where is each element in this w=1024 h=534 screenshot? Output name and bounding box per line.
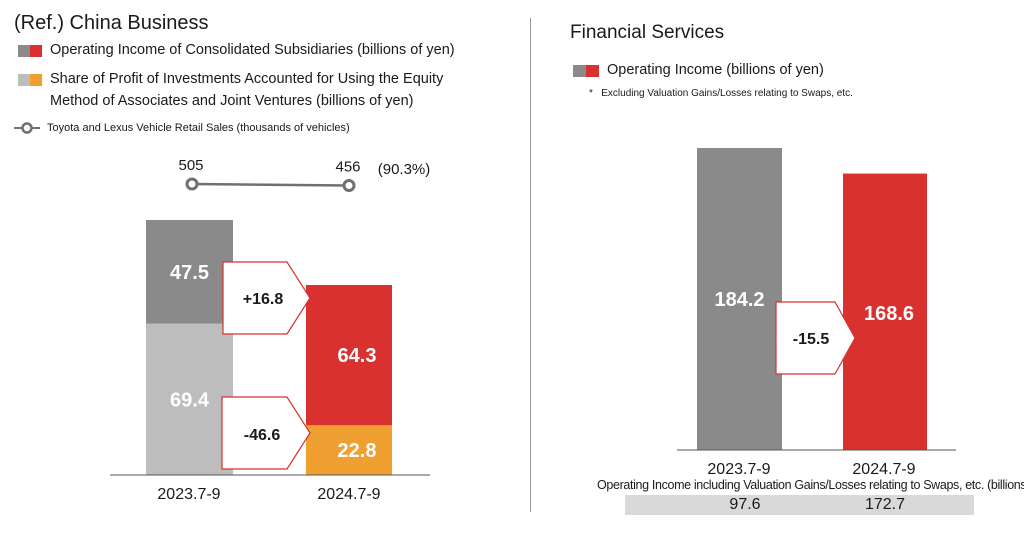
legend-line-marker-icon <box>14 122 40 134</box>
retail-sales-line <box>191 182 350 187</box>
legend-swatch-gray-red <box>573 65 599 77</box>
retail-sales-point-2023 <box>185 177 199 191</box>
label-2024-equity: 22.8 <box>338 440 377 462</box>
x-tick-2023: 2023.7-9 <box>707 461 770 478</box>
swap-inclusive-values-row <box>625 495 974 515</box>
x-tick-2023: 2023.7-9 <box>157 486 220 503</box>
bar-2024-equity <box>306 425 392 475</box>
legend-consolidated-subsidiaries: Operating Income of Consolidated Subsidi… <box>18 42 455 58</box>
bar-2024-financial <box>843 173 927 451</box>
change-label-equity: -46.6 <box>244 427 281 444</box>
label-2024-subsidiaries: 64.3 <box>338 345 377 367</box>
retail-sales-label-2024: 456 <box>335 158 360 175</box>
change-label-subsidiaries: +16.8 <box>243 291 284 308</box>
swap-inclusive-value-2024: 172.7 <box>864 496 906 513</box>
x-tick-2024: 2024.7-9 <box>852 461 915 478</box>
label-2023-equity: 69.4 <box>170 389 210 411</box>
bar-2023-financial <box>697 148 782 450</box>
label-2024-financial: 168.6 <box>864 303 914 325</box>
change-arrow-subsidiaries <box>222 261 311 335</box>
swap-note: * Excluding Valuation Gains/Losses relat… <box>589 88 853 99</box>
legend-retail-sales: Toyota and Lexus Vehicle Retail Sales (t… <box>14 122 350 134</box>
legend-swatch-gray-red <box>18 45 42 57</box>
note-bullet: * <box>589 88 593 99</box>
legend-label: Toyota and Lexus Vehicle Retail Sales (t… <box>47 122 350 134</box>
bar-2024-subsidiaries <box>306 285 392 426</box>
legend-swatch-lightgray-orange <box>18 74 42 86</box>
financial-services-title: Financial Services <box>570 22 725 43</box>
financial-services-chart: 184.2 168.6 -15.5 2023.7-9 2024.7-9 <box>677 148 956 478</box>
legend-label-line2: Method of Associates and Joint Ventures … <box>50 93 414 109</box>
legend-label: Share of Profit of Investments Accounted… <box>50 71 444 87</box>
china-business-chart: 505 456 (90.3%) 69.4 47.5 22.8 64.3 +16.… <box>110 157 431 503</box>
change-arrow-equity <box>221 396 311 470</box>
swap-inclusive-value-2023: 97.6 <box>729 496 761 513</box>
legend-label: Operating Income of Consolidated Subsidi… <box>50 42 455 58</box>
x-tick-2024: 2024.7-9 <box>317 486 380 503</box>
change-arrow-financial <box>775 301 856 375</box>
retail-sales-point-2024 <box>342 178 356 192</box>
label-2023-financial: 184.2 <box>714 289 764 311</box>
label-2023-subsidiaries: 47.5 <box>170 262 209 284</box>
legend-equity-method: Share of Profit of Investments Accounted… <box>18 71 443 112</box>
note-text: Excluding Valuation Gains/Losses relatin… <box>601 88 853 99</box>
swap-inclusive-label: Operating Income including Valuation Gai… <box>597 478 1024 492</box>
china-business-title: (Ref.) China Business <box>14 12 209 34</box>
bar-2023-equity <box>146 323 233 475</box>
legend-label: Operating Income (billions of yen) <box>607 62 824 78</box>
retail-sales-ratio: (90.3%) <box>378 161 431 178</box>
bar-2023-subsidiaries <box>146 220 233 324</box>
retail-sales-label-2023: 505 <box>178 157 203 174</box>
change-label-financial: -15.5 <box>793 331 830 348</box>
legend-operating-income: Operating Income (billions of yen) <box>573 62 824 78</box>
panel-divider <box>530 18 531 512</box>
